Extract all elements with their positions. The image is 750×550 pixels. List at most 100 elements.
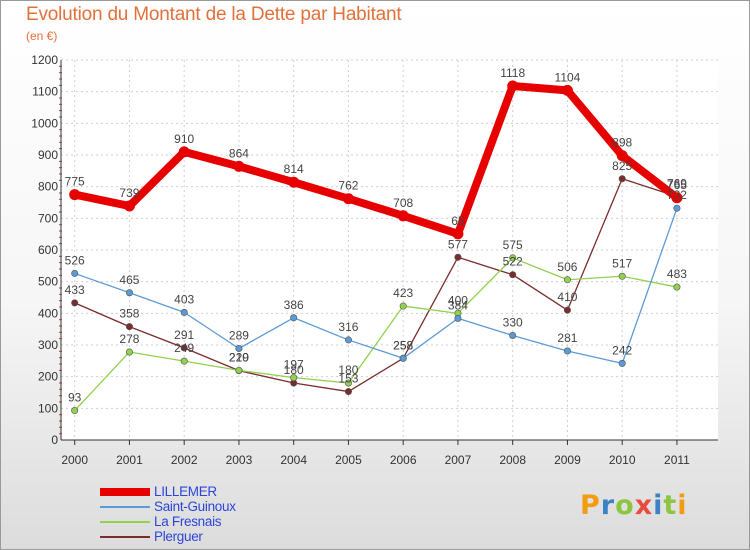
x-tick-label: 2010	[609, 453, 636, 467]
data-point	[399, 354, 407, 362]
data-label: 403	[174, 292, 194, 306]
y-tick-label: 500	[38, 275, 58, 289]
data-label: 769	[667, 176, 687, 190]
y-tick-label: 600	[38, 243, 58, 257]
data-point	[509, 331, 517, 339]
data-label: 65	[451, 214, 465, 228]
legend-item: LILLEMER	[100, 484, 300, 499]
data-label: 864	[229, 146, 249, 160]
legend-swatch	[100, 521, 150, 523]
data-label: 898	[612, 136, 632, 150]
data-label: 180	[284, 363, 304, 377]
data-label: 384	[448, 298, 468, 312]
data-point	[123, 200, 135, 212]
data-label: 910	[174, 132, 194, 146]
legend-label: Saint-Guinoux	[154, 499, 236, 514]
logo-letter: P	[580, 490, 601, 521]
data-point	[288, 176, 300, 188]
data-label: 220	[229, 350, 249, 364]
data-label: 465	[119, 273, 139, 287]
data-label: 825	[612, 159, 632, 173]
x-tick-label: 2007	[445, 453, 472, 467]
data-label: 153	[338, 372, 358, 386]
y-tick-label: 0	[51, 433, 58, 447]
x-tick-label: 2002	[171, 453, 198, 467]
chart-subtitle: (en €)	[26, 29, 58, 43]
y-tick-label: 1200	[31, 53, 58, 67]
data-label: 330	[503, 316, 523, 330]
data-label: 433	[65, 283, 85, 297]
x-tick-label: 2008	[499, 453, 526, 467]
data-point	[180, 357, 188, 365]
data-label: 483	[667, 267, 687, 281]
legend-swatch	[100, 488, 150, 496]
data-label: 249	[174, 341, 194, 355]
data-label: 517	[612, 256, 632, 270]
data-point	[618, 272, 626, 280]
data-point	[563, 306, 571, 314]
data-point	[673, 283, 681, 291]
y-tick-label: 900	[38, 148, 58, 162]
x-tick-label: 2003	[226, 453, 253, 467]
data-point	[290, 374, 298, 382]
data-point	[233, 160, 245, 172]
data-label: 180	[338, 363, 358, 377]
data-point	[452, 228, 464, 240]
data-point	[71, 299, 79, 307]
data-point	[399, 302, 407, 310]
x-tick-label: 2001	[116, 453, 143, 467]
y-tick-label: 200	[38, 370, 58, 384]
chart-legend: LILLEMER Saint-Guinoux La Fresnais Plerguer	[100, 484, 300, 544]
legend-label: Plerguer	[154, 529, 203, 544]
proxiti-logo: Proxiti	[580, 490, 688, 521]
data-label: 281	[557, 331, 577, 345]
x-tick-label: 2011	[664, 453, 690, 467]
legend-swatch	[100, 506, 150, 508]
data-point	[671, 192, 683, 204]
y-tick-label: 1000	[31, 116, 58, 130]
data-point	[71, 269, 79, 277]
data-point	[180, 308, 188, 316]
data-point	[563, 276, 571, 284]
data-point	[125, 323, 133, 331]
y-tick-label: 100	[38, 401, 58, 415]
y-tick-label: 700	[38, 211, 58, 225]
data-point	[235, 366, 243, 374]
y-tick-label: 1100	[32, 85, 58, 99]
data-label: 765	[667, 178, 687, 192]
series-line-lillemer	[70, 81, 681, 238]
legend-label: La Fresnais	[154, 514, 222, 529]
series-line-plerguer	[74, 178, 678, 393]
logo-letter: i	[677, 490, 688, 521]
logo-letter: t	[663, 490, 678, 521]
data-point	[563, 347, 571, 355]
data-label: 291	[174, 328, 194, 342]
data-label: 522	[503, 255, 523, 269]
data-point	[618, 175, 626, 183]
data-label: 316	[338, 320, 358, 334]
data-label: 386	[284, 298, 304, 312]
data-label: 242	[612, 343, 632, 357]
x-tick-label: 2005	[335, 453, 362, 467]
data-point	[344, 388, 352, 396]
data-point	[454, 314, 462, 322]
data-label: 732	[667, 188, 687, 202]
logo-letter: o	[615, 490, 635, 521]
data-label: 289	[229, 328, 249, 342]
logo-letter: x	[634, 490, 654, 521]
x-tick-label: 2009	[554, 453, 581, 467]
chart-title: Evolution du Montant de la Dette par Hab…	[26, 4, 402, 25]
data-label: 1118	[500, 66, 525, 80]
data-point	[507, 80, 519, 92]
data-point	[180, 344, 188, 352]
data-point	[561, 84, 573, 96]
data-point	[344, 379, 352, 387]
data-label: 258	[393, 338, 413, 352]
data-label: 358	[119, 307, 139, 321]
data-label: 197	[284, 358, 304, 372]
data-label: 577	[448, 237, 468, 251]
data-point	[235, 344, 243, 352]
y-tick-label: 300	[38, 338, 58, 352]
legend-item: Saint-Guinoux	[100, 499, 300, 514]
